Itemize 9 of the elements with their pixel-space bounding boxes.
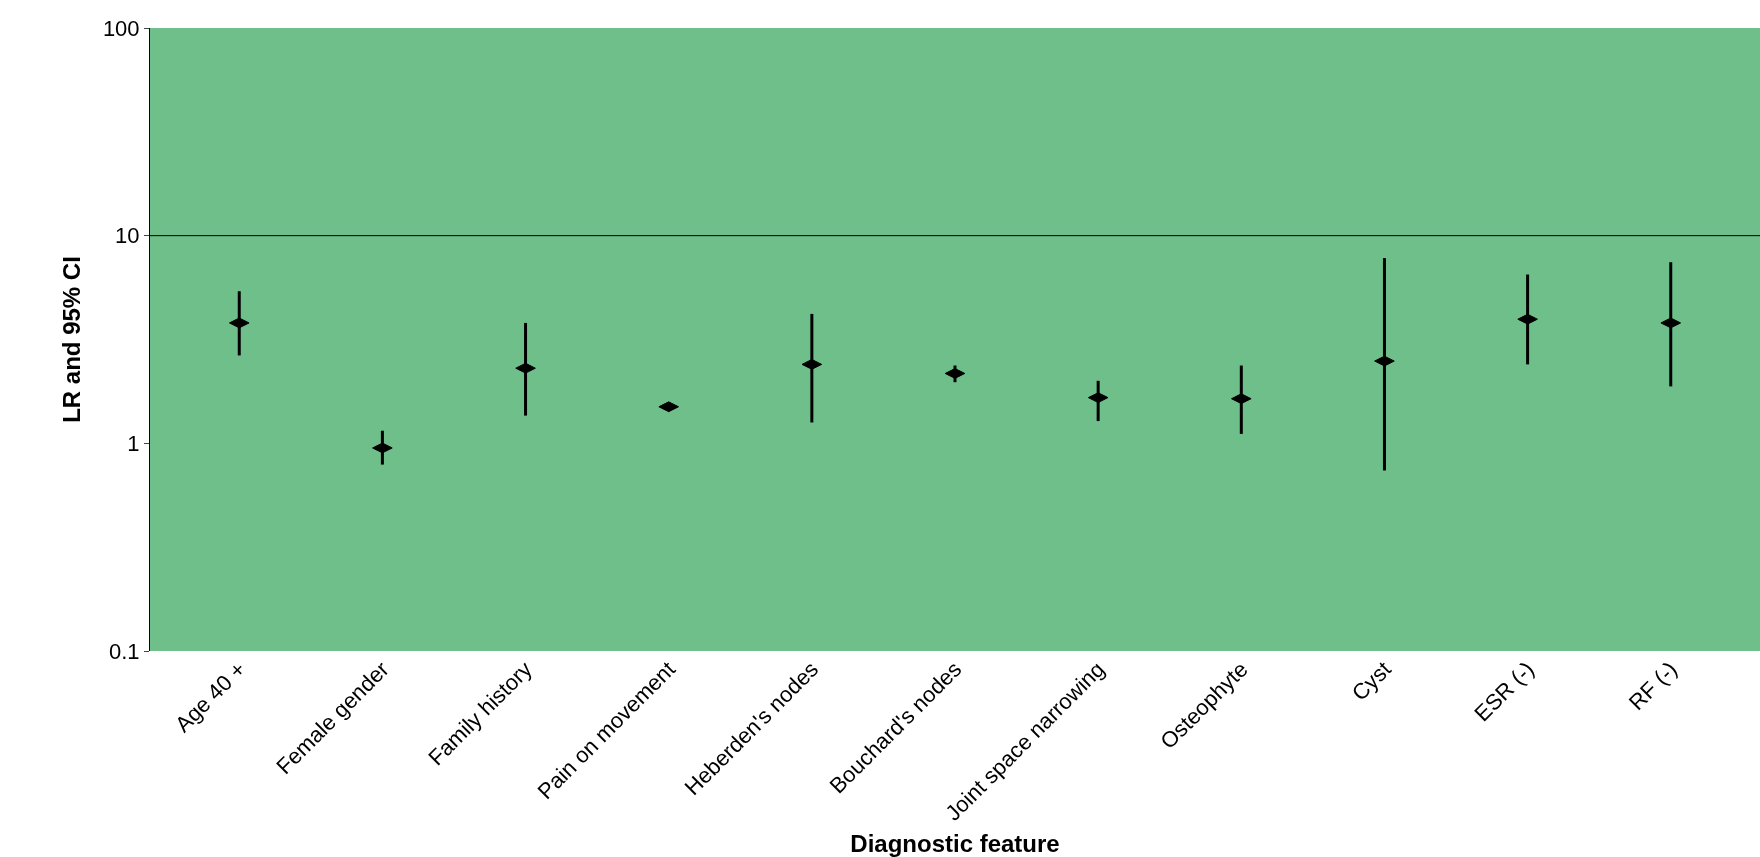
x-tick-label: Cyst <box>1346 656 1396 706</box>
y-tick-label: 1 <box>127 431 140 457</box>
y-tick-label: 100 <box>102 15 140 41</box>
x-axis-title: Diagnostic feature <box>850 830 1060 857</box>
x-tick-label: Age 40 + <box>170 656 251 738</box>
y-tick-label: 10 <box>115 223 140 249</box>
x-tick-label: RF (-) <box>1623 656 1683 715</box>
y-axis-title: LR and 95% CI <box>57 256 85 423</box>
y-tick-label: 0.1 <box>109 638 140 664</box>
